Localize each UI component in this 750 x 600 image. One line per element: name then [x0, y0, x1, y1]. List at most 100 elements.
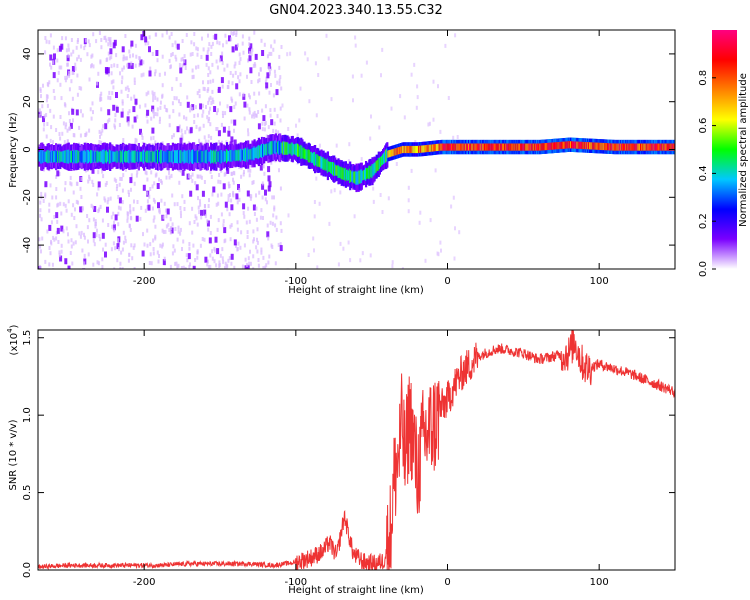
- noise-speckle: [217, 86, 221, 93]
- noise-speckle: [87, 179, 90, 184]
- signal-cell-core: [231, 149, 234, 162]
- noise-speckle: [169, 65, 172, 70]
- noise-speckle: [112, 104, 116, 111]
- noise-speckle: [229, 193, 231, 197]
- noise-speckle: [173, 96, 176, 101]
- noise-speckle: [141, 250, 145, 257]
- noise-speckle: [262, 115, 266, 122]
- y-tick-label: -20: [22, 189, 33, 205]
- noise-speckle: [50, 125, 53, 130]
- noise-speckle: [179, 227, 182, 232]
- noise-speckle: [98, 234, 101, 239]
- noise-speckle: [66, 75, 68, 80]
- noise-speckle: [242, 93, 246, 100]
- noise-speckle: [55, 212, 59, 219]
- noise-speckle: [46, 122, 49, 126]
- noise-speckle: [133, 94, 136, 99]
- noise-speckle: [263, 127, 266, 132]
- noise-speckle: [207, 259, 209, 264]
- noise-speckle: [224, 261, 227, 266]
- figure-title: GN04.2023.340.13.55.C32: [269, 3, 443, 18]
- noise-speckle: [70, 212, 73, 217]
- y-tick-label: -40: [22, 237, 33, 253]
- noise-speckle: [193, 42, 196, 47]
- noise-speckle: [193, 113, 196, 118]
- noise-speckle: [235, 30, 238, 35]
- noise-speckle: [60, 211, 63, 216]
- noise-speckle: [127, 111, 130, 116]
- noise-speckle: [152, 247, 155, 251]
- noise-speckle: [360, 157, 363, 162]
- noise-speckle: [108, 56, 111, 61]
- noise-speckle: [212, 78, 215, 83]
- snr-multiplier: (x104): [6, 324, 20, 355]
- noise-speckle: [181, 39, 184, 43]
- noise-speckle: [65, 226, 68, 231]
- noise-speckle: [248, 47, 252, 54]
- noise-speckle: [314, 61, 317, 66]
- noise-speckle: [161, 94, 164, 99]
- noise-speckle: [207, 73, 210, 77]
- noise-speckle: [230, 136, 234, 143]
- noise-speckle: [277, 130, 280, 135]
- noise-speckle: [247, 128, 249, 133]
- noise-speckle: [225, 40, 228, 45]
- noise-speckle: [112, 211, 115, 216]
- y-tick-label: 20: [22, 95, 33, 108]
- noise-speckle: [213, 259, 216, 264]
- noise-speckle: [126, 116, 130, 123]
- noise-speckle: [269, 108, 272, 113]
- noise-speckle: [252, 254, 255, 259]
- noise-speckle: [226, 104, 229, 109]
- noise-speckle: [233, 265, 236, 269]
- noise-speckle: [56, 219, 59, 224]
- noise-speckle: [44, 181, 48, 188]
- noise-speckle: [226, 207, 229, 212]
- noise-speckle: [178, 99, 180, 104]
- signal-cell-core: [187, 150, 190, 164]
- noise-speckle: [221, 110, 224, 115]
- noise-speckle: [169, 230, 172, 235]
- noise-speckle: [179, 102, 182, 106]
- noise-speckle: [98, 129, 101, 134]
- noise-speckle: [171, 193, 174, 198]
- noise-speckle: [70, 52, 73, 57]
- noise-speckle: [182, 239, 185, 244]
- noise-speckle: [183, 54, 186, 59]
- noise-speckle: [266, 72, 270, 79]
- noise-speckle: [227, 194, 230, 199]
- noise-speckle: [79, 57, 82, 62]
- noise-speckle: [219, 253, 222, 258]
- noise-speckle: [170, 227, 174, 234]
- noise-speckle: [67, 43, 70, 48]
- noise-speckle: [260, 208, 263, 213]
- noise-speckle: [209, 70, 212, 75]
- noise-speckle: [203, 209, 207, 216]
- noise-speckle: [195, 184, 199, 191]
- noise-speckle: [149, 187, 152, 191]
- snr-panel: -200 -100 0 100 0.0 0.5 1.0 1.5 Height of stra…: [6, 324, 676, 596]
- noise-speckle: [151, 52, 154, 56]
- noise-speckle: [407, 185, 410, 190]
- noise-speckle: [268, 70, 271, 75]
- noise-speckle: [273, 69, 276, 74]
- noise-speckle: [407, 209, 410, 214]
- noise-speckle: [217, 130, 221, 137]
- noise-speckle: [42, 199, 45, 203]
- noise-speckle: [279, 118, 282, 123]
- noise-speckle: [184, 130, 187, 135]
- noise-speckle: [122, 138, 125, 142]
- noise-speckle: [146, 228, 149, 233]
- noise-speckle: [121, 67, 124, 72]
- noise-speckle: [80, 109, 82, 114]
- noise-speckle: [88, 128, 91, 133]
- noise-speckle: [222, 223, 225, 228]
- noise-speckle: [410, 168, 413, 173]
- noise-speckle: [179, 231, 182, 236]
- noise-speckle: [253, 212, 256, 216]
- noise-speckle: [213, 246, 216, 251]
- noise-speckle: [204, 214, 207, 219]
- noise-speckle: [195, 124, 198, 129]
- noise-speckle: [166, 208, 170, 215]
- noise-speckle: [39, 200, 42, 205]
